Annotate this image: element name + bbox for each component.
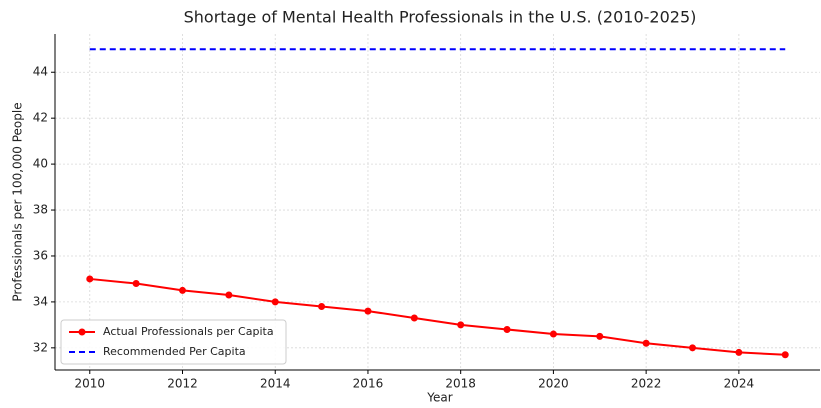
x-tick-label: 2012 bbox=[167, 377, 198, 391]
legend-marker bbox=[78, 328, 86, 336]
data-point bbox=[735, 348, 743, 356]
x-tick-label: 2020 bbox=[538, 377, 569, 391]
legend: Actual Professionals per Capita Recommend… bbox=[60, 319, 287, 365]
x-tick-label: 2018 bbox=[445, 377, 476, 391]
data-point bbox=[271, 298, 279, 306]
data-point bbox=[364, 307, 372, 315]
data-point bbox=[457, 321, 465, 329]
x-tick-label: 2022 bbox=[631, 377, 662, 391]
data-point bbox=[179, 286, 186, 294]
data-point bbox=[132, 280, 140, 288]
data-point bbox=[503, 325, 511, 333]
data-point bbox=[596, 332, 604, 340]
x-tick-label: 2024 bbox=[724, 377, 755, 391]
y-tick-label: 32 bbox=[33, 340, 48, 354]
data-point bbox=[689, 344, 696, 352]
chart-title: Shortage of Mental Health Professionals … bbox=[184, 8, 697, 27]
data-point bbox=[549, 330, 557, 338]
data-point bbox=[86, 275, 94, 283]
x-axis-label: Year bbox=[426, 391, 452, 405]
y-tick-label: 44 bbox=[33, 65, 48, 79]
data-point bbox=[642, 339, 650, 347]
data-point bbox=[781, 351, 789, 359]
x-tick-label: 2014 bbox=[260, 377, 291, 391]
x-tick-label: 2010 bbox=[74, 377, 105, 391]
data-point bbox=[318, 302, 326, 310]
y-axis-label: Professionals per 100,000 People bbox=[11, 102, 25, 301]
x-tick-label: 2016 bbox=[353, 377, 384, 391]
y-tick-label: 40 bbox=[33, 157, 48, 171]
y-tick-label: 34 bbox=[33, 294, 48, 308]
series-line bbox=[89, 277, 786, 356]
y-tick-label: 36 bbox=[33, 248, 48, 262]
data-point bbox=[225, 291, 233, 299]
y-tick-label: 38 bbox=[33, 203, 48, 217]
legend-label: Actual Professionals per Capita bbox=[103, 325, 274, 338]
legend-box bbox=[60, 319, 287, 365]
data-point bbox=[410, 314, 418, 322]
legend-label: Recommended Per Capita bbox=[103, 345, 246, 358]
y-tick-label: 42 bbox=[33, 111, 48, 125]
